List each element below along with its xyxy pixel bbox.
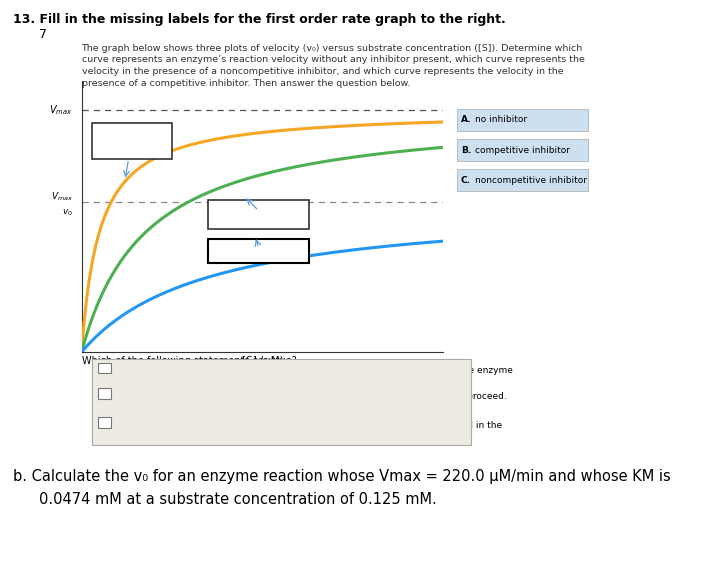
Text: 13. Fill in the missing labels for the first order rate graph to the right.: 13. Fill in the missing labels for the f… xyxy=(13,13,506,26)
Text: $\it{v}_0$: $\it{v}_0$ xyxy=(62,208,72,218)
Text: A competitive inhibitor decreases the maximum rate at which a reaction can proce: A competitive inhibitor decreases the ma… xyxy=(115,392,507,400)
Text: $\it{V}_{max}$: $\it{V}_{max}$ xyxy=(50,190,72,203)
Text: When substrate is present in excess, the maximum reaction rate is unchanged in t: When substrate is present in excess, the… xyxy=(115,421,502,441)
Text: no inhibitor: no inhibitor xyxy=(475,115,527,125)
Bar xyxy=(92,123,172,159)
Bar xyxy=(208,239,309,262)
Text: 7: 7 xyxy=(39,28,47,41)
Text: A higher substrate concentration is associated with a faster reaction rate if th: A higher substrate concentration is asso… xyxy=(115,366,513,386)
Text: $\it{V}_{max}$: $\it{V}_{max}$ xyxy=(49,104,72,118)
Text: Which of the following statements are true?: Which of the following statements are tr… xyxy=(82,356,296,366)
Text: noncompetitive inhibitor: noncompetitive inhibitor xyxy=(475,176,587,185)
Text: C.: C. xyxy=(461,176,471,185)
Text: A.: A. xyxy=(461,115,471,125)
Text: The graph below shows three plots of velocity (v₀) versus substrate concentratio: The graph below shows three plots of vel… xyxy=(82,44,584,88)
Text: 0.0474 mM at a substrate concentration of 0.125 mM.: 0.0474 mM at a substrate concentration o… xyxy=(39,492,437,507)
X-axis label: [S] (μM): [S] (μM) xyxy=(242,356,283,366)
Bar xyxy=(208,200,309,229)
Text: b. Calculate the v₀ for an enzyme reaction whose Vmax = 220.0 μM/min and whose K: b. Calculate the v₀ for an enzyme reacti… xyxy=(13,469,671,484)
Text: competitive inhibitor: competitive inhibitor xyxy=(475,146,570,155)
Text: B.: B. xyxy=(461,146,471,155)
